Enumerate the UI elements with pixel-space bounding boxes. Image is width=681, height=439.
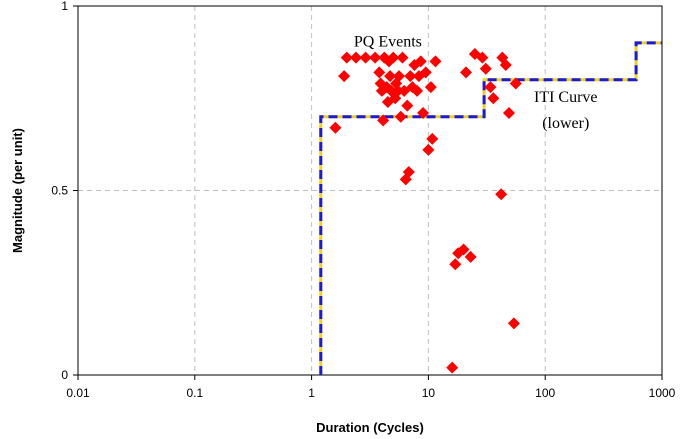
pq-event-point [414,55,427,68]
pq-event-point [449,258,462,271]
y-axis-title: Magnitude (per unit) [10,128,25,253]
pq-event-point [487,92,500,105]
annotation-label: ITI Curve [534,89,598,106]
pq-event-point [394,110,407,123]
pq-event-point [476,51,489,64]
pq-event-points [329,47,522,374]
y-tick-label: 1 [61,0,68,13]
pq-event-point [479,62,492,75]
pq-event-point [417,107,430,120]
x-axis-ticks: 0.01 0.1 1 10 100 1000 [66,375,676,400]
x-tick-label: 0.1 [186,386,203,400]
pq-event-point [387,51,400,64]
pq-event-point [329,121,342,134]
pq-event-point [446,361,459,374]
y-tick-label: 0 [61,368,68,382]
x-tick-label: 1 [308,386,315,400]
pq-event-point [402,166,415,179]
pq-event-point [464,250,477,263]
pq-event-point [419,66,432,79]
pq-event-point [460,66,473,79]
y-tick-label: 0.5 [51,184,68,198]
pq-event-point [411,84,424,97]
x-tick-label: 0.01 [66,386,90,400]
pq-event-point [484,81,497,94]
pq-event-point [377,114,390,127]
pq-event-point [392,70,405,83]
iti-curve [319,41,662,375]
pq-event-point [507,317,520,330]
pq-event-point [424,81,437,94]
pq-event-point [509,77,522,90]
y-axis-ticks: 00.51 [51,0,78,382]
pq-event-point [369,51,382,64]
pq-event-point [359,51,372,64]
pq-event-point [426,132,439,145]
annotation-label: (lower) [542,115,589,132]
pq-event-point [503,107,516,120]
pq-event-point [350,51,363,64]
pq-event-point [340,51,353,64]
grid-lines [77,5,663,376]
pq-event-point [495,188,508,201]
pq-event-point [404,70,417,83]
pq-event-point [373,66,386,79]
pq-event-point [429,55,442,68]
pq-event-point [396,51,409,64]
pq-event-point [401,99,414,112]
pq-event-point [499,59,512,72]
x-tick-label: 1000 [649,386,676,400]
x-axis-title: Duration (Cycles) [316,420,424,435]
pq-event-point [422,143,435,156]
pq-event-point [457,243,470,256]
pq-event-point [384,70,397,83]
annotations: PQ Events ITI Curve (lower) [354,34,598,132]
iti-curve-underlay [319,41,662,375]
annotation-label: PQ Events [354,34,422,51]
iti-curve-line [319,41,662,375]
pq-event-point [392,84,405,97]
x-tick-label: 100 [535,386,555,400]
pq-event-point [338,70,351,83]
x-tick-label: 10 [422,386,436,400]
